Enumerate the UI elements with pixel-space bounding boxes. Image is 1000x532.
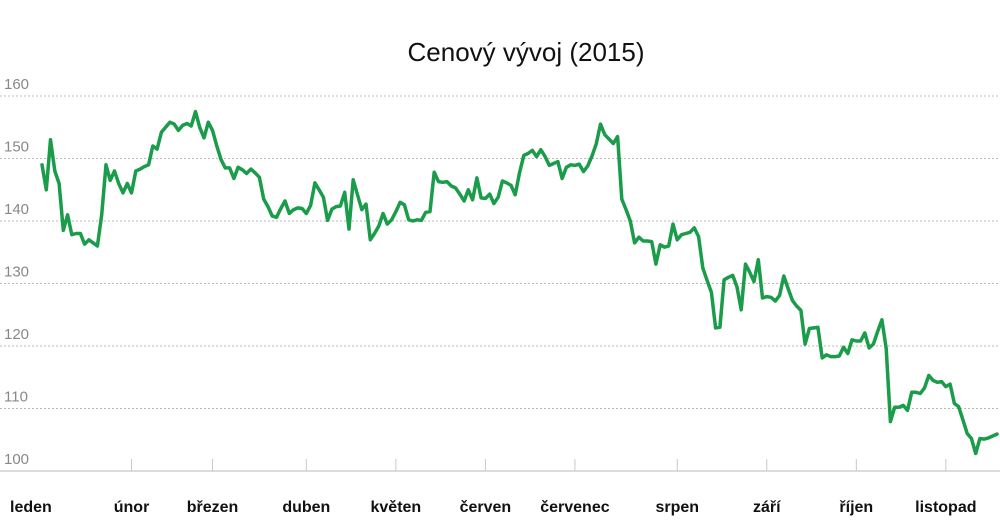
x-tick-label: září — [753, 499, 781, 516]
y-tick-label: 110 — [4, 389, 28, 406]
x-tick-label: duben — [282, 499, 330, 516]
gridlines — [0, 95, 1000, 472]
y-tick-label: 100 — [4, 451, 29, 468]
x-tick-label: říjen — [839, 499, 873, 516]
x-tick-label: leden — [10, 499, 52, 516]
x-tick-label: únor — [114, 499, 150, 516]
y-axis-ticks: 100 110 120 130 140 150 160 — [4, 76, 29, 468]
price-series-line — [40, 109, 999, 456]
y-tick-label: 140 — [4, 201, 29, 218]
x-tick-label: březen — [187, 499, 239, 516]
y-tick-label: 130 — [4, 264, 29, 281]
chart-title: Cenový vývoj (2015) — [408, 37, 645, 67]
x-tick-label: květen — [371, 499, 422, 516]
y-tick-label: 150 — [4, 139, 29, 156]
y-tick-label: 120 — [4, 326, 29, 343]
x-tick-label: listopad — [915, 499, 976, 516]
x-tick-label: srpen — [655, 499, 699, 516]
x-axis-ticks: leden únor březen duben květen červen červenec… — [10, 499, 977, 516]
y-tick-label: 160 — [4, 76, 29, 93]
minor-ticks — [131, 459, 947, 471]
x-tick-label: červenec — [540, 499, 609, 516]
x-tick-label: červen — [460, 499, 512, 516]
